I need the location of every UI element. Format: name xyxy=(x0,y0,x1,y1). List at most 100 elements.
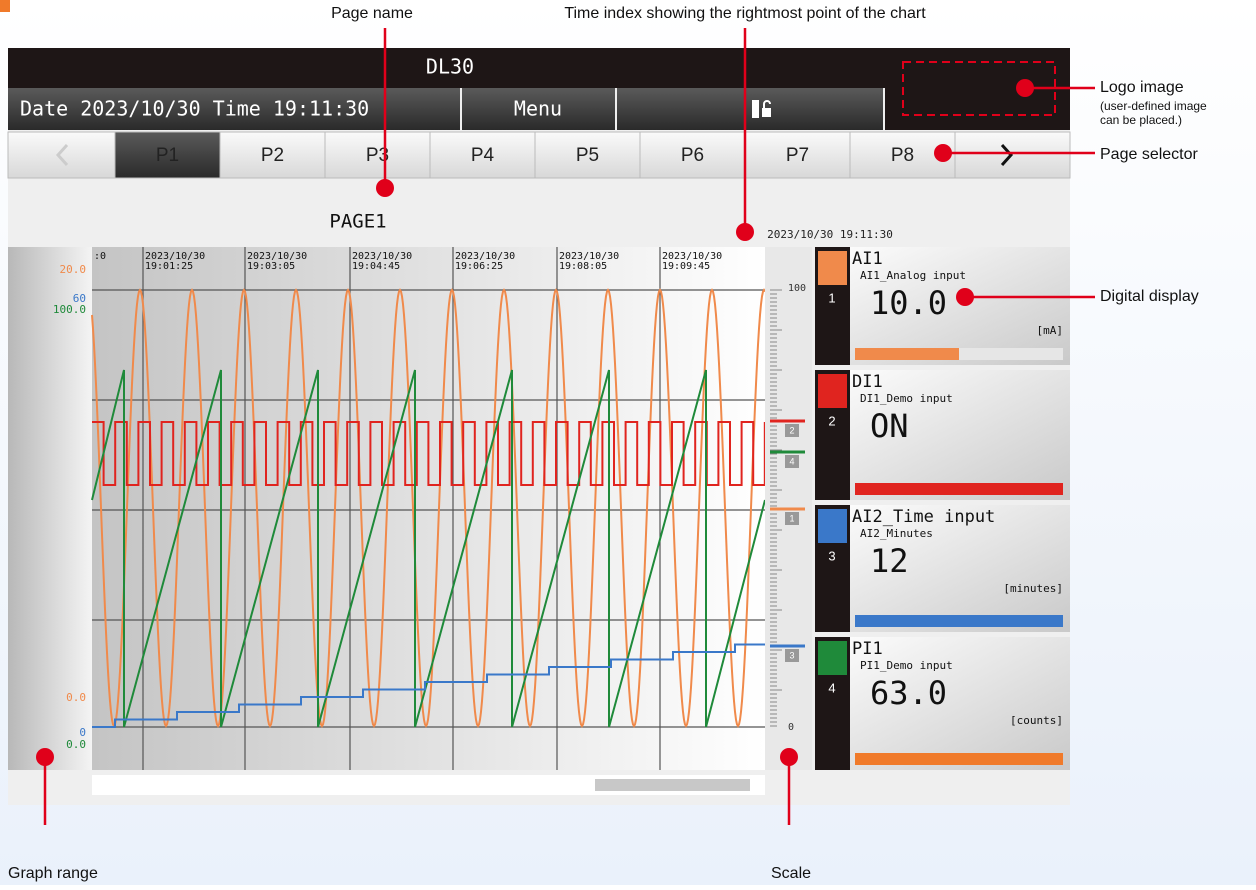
channel-comment: PI1_Demo input xyxy=(860,659,953,672)
page-tab[interactable] xyxy=(114,131,221,179)
annotation-dot xyxy=(736,223,754,241)
scale-marker-label: 3 xyxy=(789,650,794,660)
time-label-time: 19:04:45 xyxy=(352,261,400,272)
channel-value: 63.0 xyxy=(870,674,947,712)
channel-comment: DI1_Demo input xyxy=(860,392,953,405)
scale: 100 0 2 4 1 3 xyxy=(770,283,806,733)
channel-unit: [mA] xyxy=(1037,324,1064,337)
scroll-thumb[interactable] xyxy=(595,779,750,791)
page-selector: P1 P2 P3 P4 P5 P6 P7 P8 xyxy=(7,131,1071,179)
datetime: Date 2023/10/30 Time 19:11:30 xyxy=(20,97,369,121)
device-title: DL30 xyxy=(426,55,474,79)
annotation-dot xyxy=(956,288,974,306)
annotation-dot xyxy=(36,748,54,766)
page-tab-label[interactable]: P1 xyxy=(156,145,179,166)
page-tab[interactable] xyxy=(219,131,326,179)
channel-panel xyxy=(815,637,1070,770)
page-tab-label[interactable]: P6 xyxy=(681,145,704,166)
page-tab[interactable] xyxy=(534,131,641,179)
scale-marker-label: 1 xyxy=(789,513,794,523)
page-title: PAGE1 xyxy=(329,211,386,233)
scale-top: 100 xyxy=(788,283,806,294)
channel-bar xyxy=(855,753,1063,765)
page-tab[interactable] xyxy=(744,131,851,179)
annotation: Scale xyxy=(771,865,811,882)
annotation: Graph range xyxy=(8,865,98,882)
time-label-date: 2023/10/30 xyxy=(455,251,515,262)
time-label-date: 2023/10/30 xyxy=(247,251,307,262)
time-label-date: 2023/10/30 xyxy=(559,251,619,262)
annotation-dot xyxy=(934,144,952,162)
channel-panel xyxy=(815,370,1070,500)
range-bottom: 0.0 xyxy=(66,691,86,704)
time-label-date: 2023/10/30 xyxy=(352,251,412,262)
page-tab-label[interactable]: P4 xyxy=(471,145,495,166)
annotation: Page selector xyxy=(1100,146,1199,163)
annotations: Page name Time index showing the rightmo… xyxy=(8,5,1207,882)
menu-button[interactable] xyxy=(462,88,615,130)
logo-frame xyxy=(902,61,1056,116)
title-bar xyxy=(8,48,885,88)
scale-marker-label: 4 xyxy=(789,456,794,466)
channel-number: 2 xyxy=(828,413,835,428)
scale-marker-label: 2 xyxy=(789,425,794,435)
channel-tag: PI1 xyxy=(852,639,883,659)
traces xyxy=(91,288,766,728)
channel-bar xyxy=(855,615,1063,627)
time-label-date: 2023/10/30 xyxy=(145,251,205,262)
page-tab-label[interactable]: P7 xyxy=(786,145,809,166)
channel-tag: AI1 xyxy=(852,249,883,269)
page-tab[interactable] xyxy=(639,131,746,179)
channel-color xyxy=(818,251,847,285)
channel-unit: [counts] xyxy=(1010,714,1063,727)
channel-value: ON xyxy=(870,407,909,445)
time-label-time: 19:06:25 xyxy=(455,261,503,272)
annotation-dot xyxy=(1016,79,1034,97)
timestamp: 2023/10/30 19:11:30 xyxy=(767,228,893,241)
time-label-time: 19:08:05 xyxy=(559,261,607,272)
graph-range-strip xyxy=(8,247,92,770)
grid: :0 2023/10/3019:01:252023/10/3019:03:0520… xyxy=(53,247,765,770)
channel-number: 3 xyxy=(828,548,835,563)
tab-next-arrow xyxy=(1000,143,1014,167)
time-label-time: 19:01:25 xyxy=(145,261,193,272)
annotation-dot xyxy=(376,179,394,197)
lock-box xyxy=(617,88,883,130)
page-tab-label[interactable]: P3 xyxy=(366,145,389,166)
annotation: Digital display xyxy=(1100,288,1199,305)
channel-color xyxy=(818,641,847,675)
range-top: 100.0 xyxy=(53,303,86,316)
trace-4 xyxy=(91,369,766,728)
annotation: Logo image xyxy=(1100,79,1184,96)
channel-tag: DI1 xyxy=(852,372,883,392)
page-tab[interactable] xyxy=(429,131,536,179)
tab-prev-arrow xyxy=(55,143,69,167)
channel-color xyxy=(818,374,847,408)
page-tab-label[interactable]: P2 xyxy=(261,145,284,166)
channel-comment: AI1_Analog input xyxy=(860,269,966,282)
channel-unit: [minutes] xyxy=(1003,582,1063,595)
channel-panel xyxy=(815,505,1070,632)
range-top: 60 xyxy=(73,292,86,305)
scale-marker xyxy=(785,455,799,468)
annotation: Page name xyxy=(331,5,413,22)
annotation: Time index showing the rightmost point o… xyxy=(564,5,926,22)
menu-label[interactable]: Menu xyxy=(514,97,562,121)
page-tab-label[interactable]: P5 xyxy=(576,145,599,166)
time-label-time: 19:09:45 xyxy=(662,261,710,272)
channel-bar xyxy=(855,348,959,360)
annotation-dot xyxy=(780,748,798,766)
channel-color xyxy=(818,509,847,543)
corner-mark xyxy=(0,0,10,12)
annotation-note: (user-defined image xyxy=(1100,99,1207,113)
tab-prev[interactable] xyxy=(7,131,116,179)
scale-bottom: 0 xyxy=(788,722,794,733)
page-tab-label[interactable]: P8 xyxy=(891,145,914,166)
channel-tag: AI2_Time input xyxy=(852,507,995,527)
range-bottom: 0.0 xyxy=(66,738,86,751)
lock-icon xyxy=(752,100,771,118)
channel-number: 1 xyxy=(828,290,835,305)
